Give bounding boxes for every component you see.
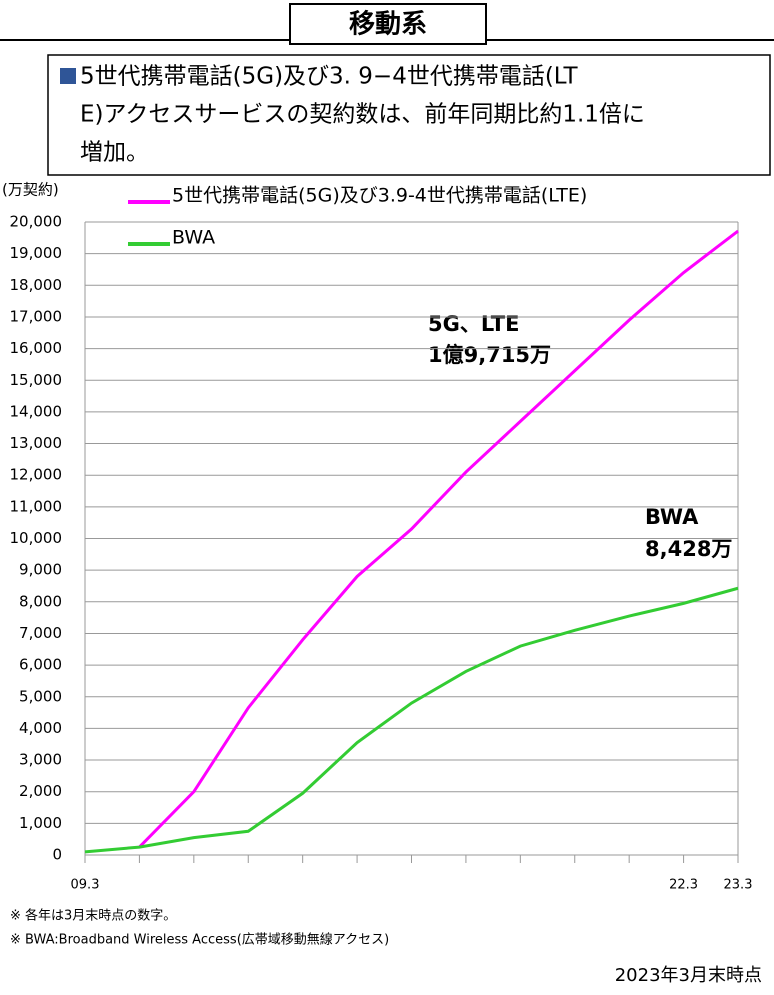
legend-label: 5世代携帯電話(5G)及び3.9-4世代携帯電話(LTE) <box>172 185 587 207</box>
annotation: 8,428万 <box>645 537 732 561</box>
y-tick-label: 1,000 <box>19 814 62 832</box>
as-of: 2023年3月末時点 <box>615 965 762 986</box>
y-tick-label: 7,000 <box>19 624 62 642</box>
y-tick-label: 3,000 <box>19 751 62 769</box>
y-tick-label: 9,000 <box>19 561 62 579</box>
summary-line: E)アクセスサービスの契約数は、前年同期比約1.1倍に <box>80 102 645 128</box>
annotation: 1億9,715万 <box>428 343 551 367</box>
y-tick-label: 12,000 <box>10 466 63 484</box>
y-tick-label: 6,000 <box>19 656 62 674</box>
header-title: 移動系 <box>349 10 427 40</box>
footnote: ※ BWA:Broadband Wireless Access(広帯域移動無線ア… <box>10 932 389 948</box>
summary-line: 5世代携帯電話(5G)及び3. 9−4世代携帯電話(LT <box>80 64 578 90</box>
y-tick-label: 20,000 <box>10 213 63 231</box>
y-tick-label: 0 <box>52 846 62 864</box>
y-tick-label: 15,000 <box>10 371 63 389</box>
y-tick-label: 16,000 <box>10 339 63 357</box>
bullet <box>60 68 76 84</box>
summary-line: 増加。 <box>80 140 149 166</box>
y-tick-label: 14,000 <box>10 402 63 420</box>
series-line <box>84 586 739 854</box>
y-tick-label: 2,000 <box>19 782 62 800</box>
x-tick-label: 22.3 <box>669 878 698 893</box>
summary-box <box>47 54 771 176</box>
annotation: BWA <box>645 505 699 529</box>
legend-label: BWA <box>172 227 215 249</box>
footnote: ※ 各年は3月末時点の数字。 <box>10 908 176 924</box>
series-line <box>138 229 739 849</box>
header-box <box>289 3 487 45</box>
y-tick-label: 10,000 <box>10 529 63 547</box>
annotation: 5G、LTE <box>428 312 519 336</box>
y-axis-label: (万契約) <box>2 181 59 199</box>
y-tick-label: 19,000 <box>10 244 63 262</box>
y-tick-label: 13,000 <box>10 434 63 452</box>
y-tick-label: 5,000 <box>19 687 62 705</box>
y-tick-label: 4,000 <box>19 719 62 737</box>
x-tick-label: 09.3 <box>71 878 100 893</box>
y-tick-label: 8,000 <box>19 592 62 610</box>
y-tick-label: 11,000 <box>10 497 63 515</box>
y-tick-label: 18,000 <box>10 276 63 294</box>
y-tick-label: 17,000 <box>10 307 63 325</box>
x-tick-label: 23.3 <box>724 878 753 893</box>
